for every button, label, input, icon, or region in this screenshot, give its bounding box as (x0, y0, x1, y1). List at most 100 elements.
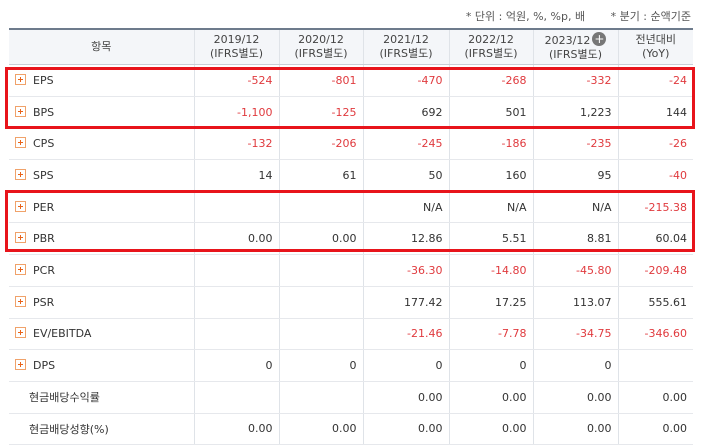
row-label-text: CPS (33, 137, 55, 151)
table-cell: N/A (532, 191, 618, 224)
row-label[interactable]: PER (9, 191, 194, 224)
row-label[interactable]: PCR (9, 254, 194, 287)
row-label[interactable]: EPS (9, 64, 194, 97)
table-cell: -186 (448, 127, 533, 161)
item-column-header: 항목 (9, 29, 194, 65)
table-cell: 0.00 (193, 222, 279, 256)
row-label-text: DPS (33, 359, 56, 373)
column-basis: (IFRS별도) (379, 47, 433, 60)
column-header-2023: 2023/12 + (IFRS별도) (532, 29, 618, 65)
table-cell: -215.38 (617, 191, 693, 224)
table-cell: 0.00 (617, 413, 693, 445)
table-cell: -1,100 (193, 96, 279, 129)
table-row: EPS -524 -801 -470 -268 -332 -24 (9, 64, 693, 97)
expand-plus-icon[interactable] (15, 200, 26, 212)
column-year: 2019/12 (213, 33, 260, 46)
column-header-2021: 2021/12 (IFRS별도) (362, 29, 449, 65)
table-notes: * 단위 : 억원, %, %p, 배 * 분기 : 순액기준 (444, 8, 691, 24)
row-label[interactable]: CPS (9, 127, 194, 161)
table-row: DPS 0 0 0 0 0 (9, 349, 693, 382)
table-cell: 12.86 (362, 222, 449, 256)
expand-plus-icon[interactable] (15, 137, 26, 149)
table-cell (278, 381, 363, 414)
table-cell (193, 286, 279, 319)
yoy-title: 전년대비 (635, 33, 676, 46)
table-header-row: 항목 2019/12 (IFRS별도) 2020/12 (IFRS별도) 2021/… (9, 29, 693, 65)
column-year: 2021/12 (383, 33, 429, 46)
table-cell (193, 318, 279, 351)
table-cell: 0.00 (448, 381, 533, 414)
row-label-text: PER (33, 200, 55, 214)
table-cell: 50 (362, 159, 449, 192)
table-cell (617, 349, 693, 382)
table-row: 현금배당수익률 0.00 0.00 0.00 0.00 (9, 381, 693, 414)
row-label-text: EV/EBITDA (33, 327, 92, 341)
table-cell: 0.00 (278, 413, 363, 445)
row-label[interactable]: SPS (9, 159, 194, 192)
row-label-text: PSR (33, 295, 55, 309)
table-cell: 0.00 (193, 413, 279, 445)
row-label[interactable]: PBR (9, 222, 194, 256)
table-cell: 8.81 (532, 222, 618, 256)
expand-plus-icon[interactable] (15, 73, 26, 85)
table-row: EV/EBITDA -21.46 -7.78 -34.75 -346.60 (9, 318, 693, 351)
table-cell (278, 254, 363, 287)
quarter-basis-note: * 분기 : 순액기준 (610, 10, 691, 23)
row-label: 현금배당수익률 (9, 381, 194, 414)
table-cell: -801 (278, 64, 363, 97)
table-cell (193, 254, 279, 287)
table-cell: 1,223 (532, 96, 618, 129)
table-cell: -132 (193, 127, 279, 161)
table-cell: -21.46 (362, 318, 449, 351)
table-cell: 160 (448, 159, 533, 192)
row-label-text: PCR (33, 263, 55, 277)
column-header-yoy: 전년대비 (YoY) (617, 29, 693, 65)
table-row: 현금배당성향(%) 0.00 0.00 0.00 0.00 0.00 0.00 (9, 413, 693, 445)
row-label[interactable]: BPS (9, 96, 194, 129)
column-year: 2023/12 (544, 34, 591, 47)
table-cell: -7.78 (448, 318, 533, 351)
row-label: 현금배당성향(%) (9, 413, 194, 445)
expand-plus-icon[interactable] (15, 359, 26, 371)
table-row: CPS -132 -206 -245 -186 -235 -26 (9, 127, 693, 161)
table-cell: -235 (532, 127, 618, 161)
row-label-text: 현금배당수익률 (29, 391, 100, 405)
table-cell: 501 (448, 96, 533, 129)
column-year: 2022/12 (468, 33, 514, 46)
expand-plus-icon[interactable] (15, 232, 26, 244)
table-cell: -245 (362, 127, 449, 161)
row-label[interactable]: DPS (9, 349, 194, 382)
column-header-2020: 2020/12 (IFRS별도) (278, 29, 363, 65)
expand-plus-icon[interactable] (15, 105, 26, 117)
table-cell (193, 191, 279, 224)
table-row: PSR 177.42 17.25 113.07 555.61 (9, 286, 693, 319)
table-cell: -332 (532, 64, 618, 97)
table-cell: 0.00 (532, 413, 618, 445)
row-label-text: SPS (33, 168, 54, 182)
table-cell: -40 (617, 159, 693, 192)
table-row: PER N/A N/A N/A -215.38 (9, 191, 693, 224)
table-cell: 0 (278, 349, 363, 382)
expand-plus-icon[interactable] (15, 263, 26, 275)
table-cell (278, 286, 363, 319)
table-cell (278, 318, 363, 351)
expand-plus-icon[interactable] (15, 168, 26, 180)
table-cell: 60.04 (617, 222, 693, 256)
table-cell: 17.25 (448, 286, 533, 319)
expand-plus-icon[interactable] (15, 327, 26, 339)
table-cell: -209.48 (617, 254, 693, 287)
row-label[interactable]: EV/EBITDA (9, 318, 194, 351)
column-basis: (IFRS별도) (548, 48, 603, 61)
table-cell: 0 (193, 349, 279, 382)
table-cell: 61 (278, 159, 363, 192)
table-cell: -34.75 (532, 318, 618, 351)
table-cell: 0 (362, 349, 449, 382)
table-cell (193, 381, 279, 414)
expand-plus-icon[interactable] (15, 295, 26, 307)
table-row: PBR 0.00 0.00 12.86 5.51 8.81 60.04 (9, 222, 693, 256)
table-cell: -268 (448, 64, 533, 97)
table-cell: -206 (278, 127, 363, 161)
row-label[interactable]: PSR (9, 286, 194, 319)
add-column-icon[interactable]: + (592, 32, 607, 46)
row-label-text: BPS (33, 105, 55, 119)
